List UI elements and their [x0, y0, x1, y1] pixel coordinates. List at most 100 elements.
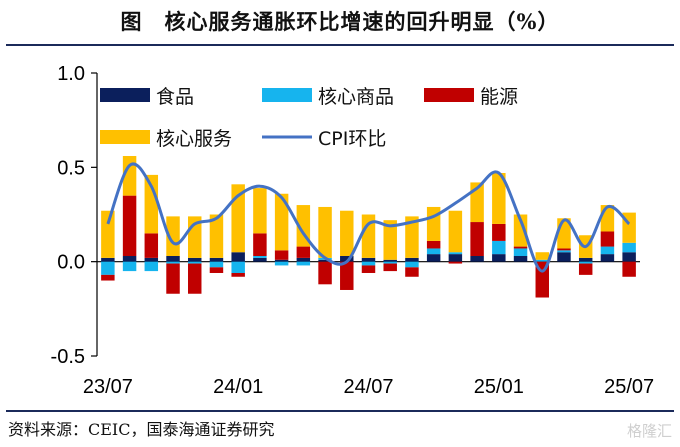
bar-core_services — [231, 184, 245, 253]
bar-food — [274, 259, 289, 262]
bar-food — [340, 256, 354, 262]
bar-core_services — [101, 210, 115, 258]
bar-core_goods — [188, 261, 202, 264]
bar-food — [296, 257, 311, 262]
source-divider — [6, 410, 674, 412]
bar-core_goods — [405, 261, 419, 268]
watermark: 格隆汇 — [626, 422, 672, 440]
y-tick-label: -0.5 — [51, 346, 85, 368]
legend-label: 能源 — [480, 86, 518, 108]
bar-core_goods — [535, 259, 549, 262]
bar-core_goods — [253, 256, 267, 258]
source-note: 资料来源：CEIC，国泰海通证券研究 — [8, 420, 275, 439]
bar-energy — [448, 261, 463, 264]
bar-core_services — [383, 220, 397, 260]
bar-energy — [274, 250, 289, 260]
bar-core_services — [513, 214, 528, 247]
bar-energy — [426, 240, 441, 249]
bar-energy — [253, 233, 267, 257]
bar-energy — [296, 246, 311, 258]
title-divider — [6, 44, 674, 46]
x-tick-label: 25/07 — [604, 376, 654, 398]
bar-food — [361, 257, 376, 262]
bar-energy — [622, 261, 636, 277]
bar-food — [383, 259, 397, 262]
bar-food — [426, 254, 441, 262]
tick-labels: -0.5 0.0 0.5 1.0 23/07 24/01 24/07 25/01 25/07 — [51, 63, 655, 398]
bar-food — [122, 256, 137, 262]
bar-food — [557, 252, 571, 262]
bar-core_goods — [361, 261, 376, 266]
legend-swatch — [424, 88, 474, 102]
bar-energy — [122, 195, 137, 257]
bar-food — [231, 252, 245, 262]
bar-core_services — [492, 172, 506, 224]
bar-core_services — [470, 182, 484, 223]
bar-food — [513, 256, 528, 262]
bar-core_services — [318, 206, 332, 258]
bar-energy — [600, 231, 615, 247]
cpi-line — [106, 162, 631, 273]
bar-food — [253, 257, 267, 262]
bar-food — [101, 257, 115, 262]
legend-swatch — [100, 130, 150, 144]
legend-label: 核心商品 — [318, 86, 394, 108]
x-tick-label: 25/01 — [474, 376, 524, 398]
bar-core_services — [361, 214, 376, 258]
y-tick-label: 0.5 — [57, 157, 85, 179]
legend-swatch — [262, 88, 312, 102]
bar-series — [101, 156, 636, 298]
bar-core_services — [405, 216, 419, 258]
chart-area: -0.5 0.0 0.5 1.0 23/07 24/01 24/07 25/01 25/07 食… — [51, 63, 655, 398]
bar-energy — [470, 222, 484, 257]
y-tick-label: 0.0 — [57, 252, 85, 274]
bar-core_goods — [383, 261, 397, 264]
bar-core_services — [209, 214, 224, 258]
bar-core_services — [448, 210, 463, 253]
legend-item-core_goods: 核心商品 — [262, 86, 394, 108]
bar-energy — [405, 267, 419, 277]
bar-energy — [513, 246, 528, 249]
legend-label: 食品 — [156, 86, 194, 108]
x-tick-label: 23/07 — [83, 376, 133, 398]
legend-item-energy: 能源 — [424, 86, 518, 108]
bar-core_services — [122, 156, 137, 196]
bar-food — [188, 257, 202, 262]
bar-core_services — [340, 210, 354, 257]
bar-energy — [557, 248, 571, 251]
bar-food — [318, 259, 332, 262]
bar-core_goods — [274, 261, 289, 266]
x-tick-label: 24/01 — [213, 376, 263, 398]
bar-energy — [231, 272, 245, 277]
legend-swatch — [100, 88, 150, 102]
legend-label: CPI环比 — [318, 128, 386, 150]
bar-core_goods — [144, 261, 159, 272]
bar-core_goods — [101, 261, 115, 275]
bar-energy — [578, 263, 593, 275]
bar-core_goods — [557, 250, 571, 253]
bar-core_goods — [231, 261, 245, 273]
bar-energy — [318, 261, 332, 285]
bar-energy — [383, 263, 397, 272]
bar-energy — [144, 233, 159, 258]
bar-core_services — [535, 252, 549, 260]
bar-core_goods — [296, 261, 311, 266]
bar-food — [492, 254, 506, 262]
bar-energy — [492, 223, 506, 241]
bar-energy — [101, 274, 115, 281]
bar-core_goods — [209, 261, 224, 268]
bar-core_goods — [578, 261, 593, 264]
y-tick-label: 1.0 — [57, 63, 85, 85]
bar-food — [209, 257, 224, 262]
bar-energy — [340, 261, 354, 290]
bar-core_services — [426, 206, 441, 241]
bar-energy — [209, 267, 224, 273]
bar-core_goods — [622, 242, 636, 253]
bar-food — [405, 257, 419, 262]
x-tick-label: 24/07 — [343, 376, 393, 398]
bar-core_goods — [448, 252, 463, 255]
bar-core_goods — [513, 248, 528, 257]
bar-core_goods — [600, 246, 615, 255]
bar-core_goods — [166, 261, 180, 264]
